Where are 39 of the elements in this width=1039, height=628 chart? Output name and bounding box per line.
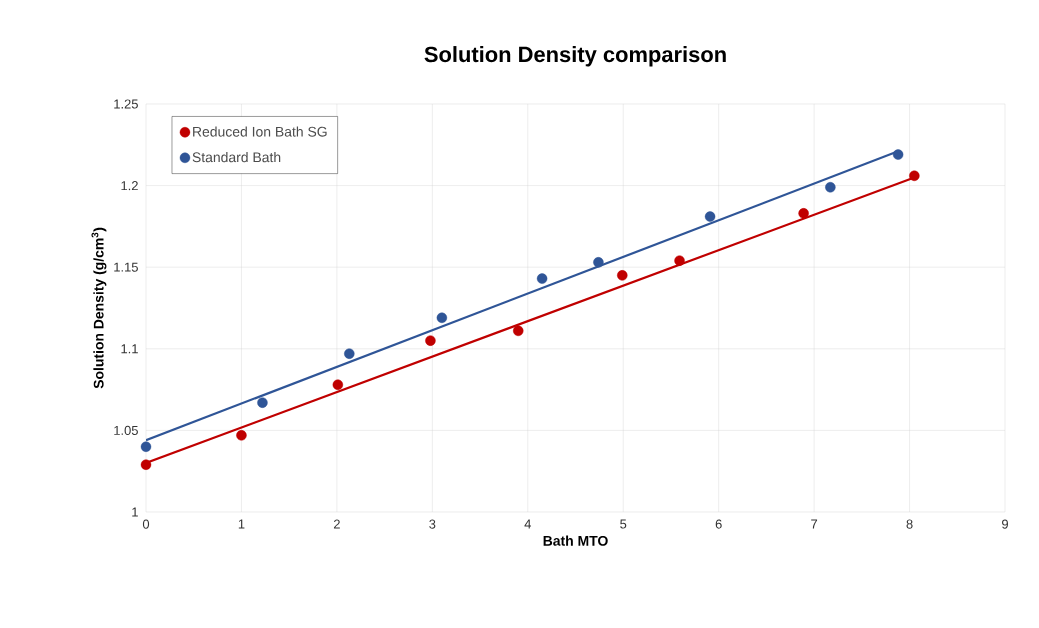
point	[140, 441, 152, 452]
y-tick-label: 1.05	[114, 425, 138, 435]
point	[257, 397, 268, 408]
point	[332, 379, 344, 390]
x-tick-label: 9	[1002, 519, 1008, 529]
point	[536, 273, 548, 284]
y-tick-label: 1	[132, 507, 138, 517]
point	[425, 335, 436, 346]
point	[236, 430, 247, 441]
point	[909, 170, 920, 181]
point	[140, 459, 152, 470]
y-axis-title: Solution Density (g/cm$^{3}$)	[91, 227, 107, 389]
x-tick-label: 4	[524, 519, 532, 529]
y-tick-label: 1.2	[121, 181, 138, 191]
x-tick-label: 5	[620, 519, 627, 529]
x-tick-label: 8	[906, 519, 913, 529]
legend-label: Standard Bath	[192, 152, 281, 163]
y-tick-label: 1.25	[114, 99, 138, 109]
point	[513, 325, 524, 337]
point	[798, 208, 809, 219]
y-tick-label: 1.15	[114, 262, 138, 272]
point	[344, 348, 355, 359]
point	[593, 257, 604, 268]
x-tick-label: 3	[429, 519, 436, 529]
point	[674, 255, 685, 266]
point	[436, 312, 448, 323]
point	[825, 182, 836, 193]
point	[704, 211, 716, 222]
x-tick-label: 6	[715, 519, 722, 529]
y-tick-label: 1.1	[121, 344, 138, 354]
x-tick-label: 7	[811, 519, 818, 529]
chart-title: Solution Density comparison	[424, 46, 726, 67]
x-tick-label: 1	[238, 519, 245, 529]
point	[617, 270, 628, 281]
x-tick-label: 2	[333, 519, 340, 529]
legend-label: Reduced Ion Bath SG	[193, 126, 327, 137]
x-axis-title: Bath MTO	[543, 535, 608, 546]
x-tick-label: 0	[142, 519, 150, 529]
point	[892, 149, 904, 160]
